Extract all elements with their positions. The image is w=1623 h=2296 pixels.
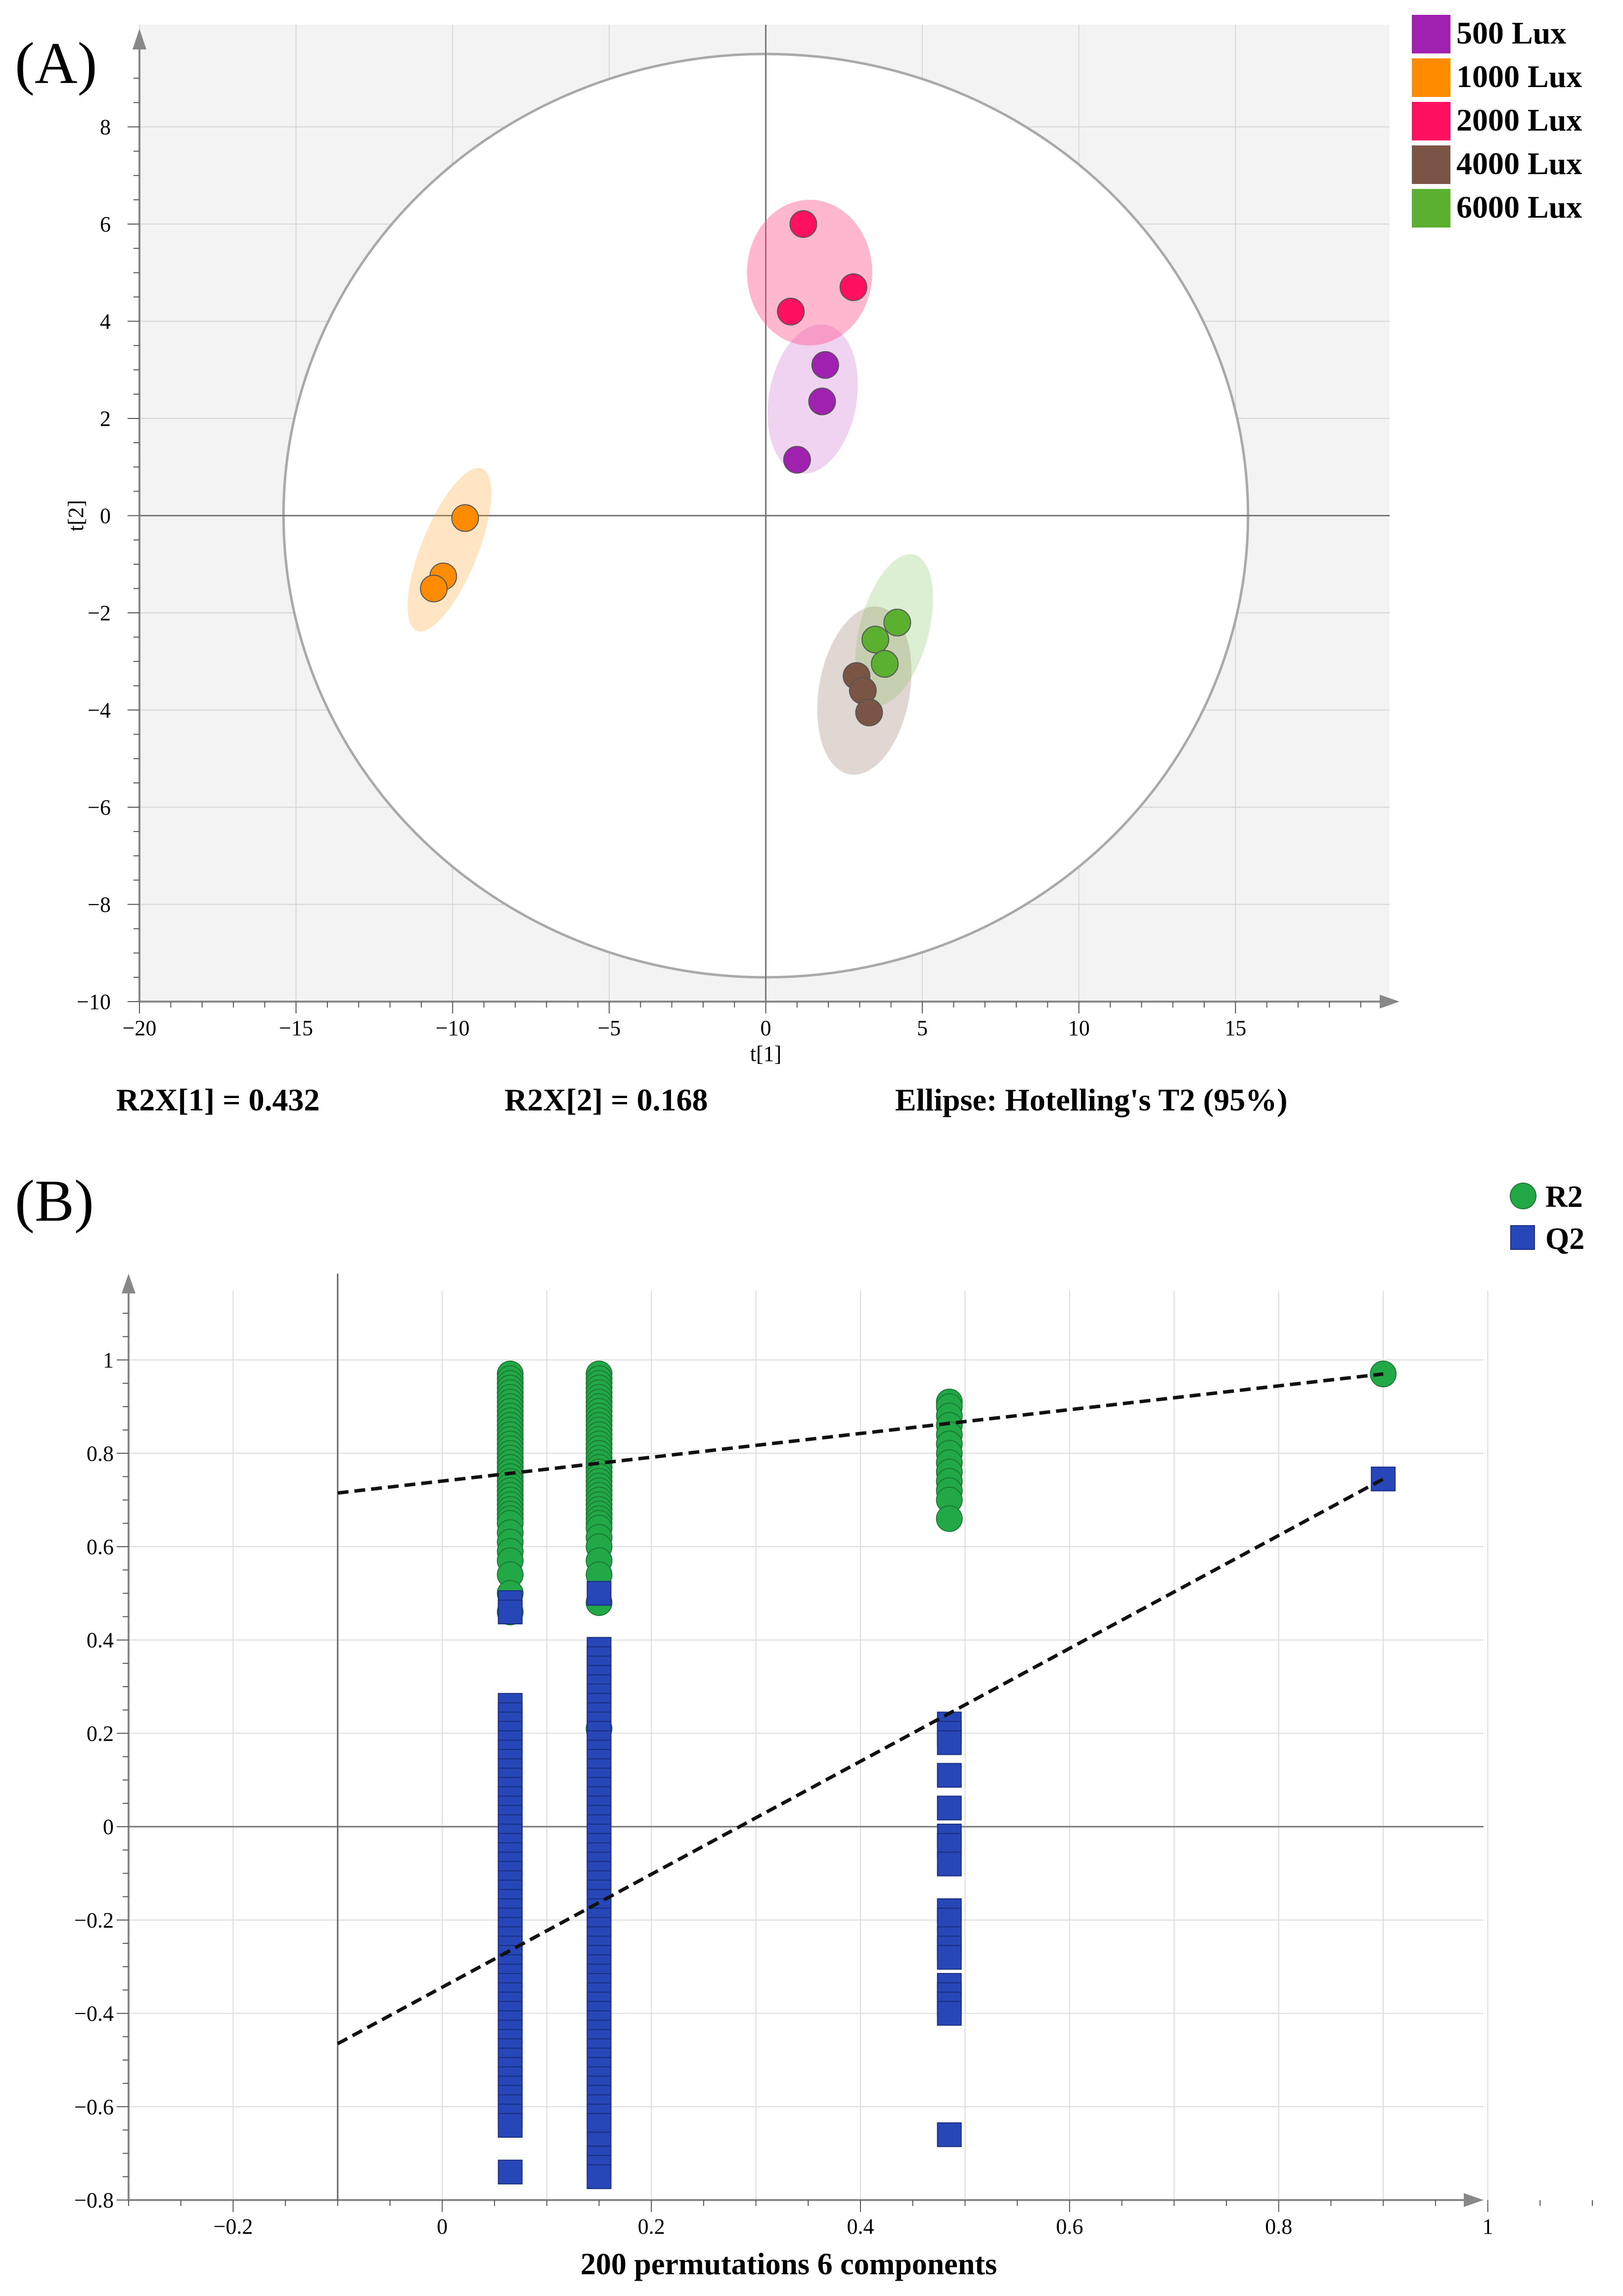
score-point-6000-lux (871, 650, 899, 678)
panel-b-y-tick-label: 0.8 (87, 1441, 114, 1466)
panel-a-footer-r2x1: R2X[1] = 0.432 (116, 1082, 320, 1117)
panel-a-y-tick-label: −6 (88, 795, 111, 820)
panel-b-x-tick-label: 0 (437, 2214, 448, 2239)
panel-b-x-tick-label: 1 (1483, 2214, 1493, 2239)
panel-a-y-tick-label: 4 (100, 310, 111, 334)
legend-label-2000-lux: 2000 Lux (1456, 102, 1582, 138)
q2-point (937, 2001, 962, 2026)
panel-b-y-tick-label: 0 (103, 1815, 114, 1839)
legend-r2-label: R2 (1545, 1180, 1583, 1214)
panel-a-y-tick-label: −4 (88, 698, 111, 723)
panel-b-y-tick-label: 0.4 (87, 1628, 114, 1653)
panel-b-x-axis-arrow (1464, 2193, 1484, 2207)
panel-b-x-tick-label: 0.8 (1265, 2214, 1292, 2239)
legend-swatch-4000-lux (1412, 145, 1450, 184)
panel-a-y-tick-label: −8 (88, 893, 111, 917)
legend-r2-marker (1510, 1183, 1536, 1209)
panel-a-y-tick-label: 0 (100, 504, 111, 528)
q2-point (497, 2113, 523, 2138)
q2-point (497, 2159, 523, 2185)
regression-line-q2 (337, 1477, 1384, 2045)
panel-a-footer-ellipse: Ellipse: Hotelling's T2 (95%) (895, 1082, 1288, 1117)
panel-a-x-tick-label: −10 (436, 1016, 470, 1040)
panel-b-x-tick-label: 0.4 (847, 2214, 874, 2239)
legend-swatch-6000-lux (1412, 189, 1450, 228)
legend-swatch-1000-lux (1412, 58, 1450, 97)
q2-point (937, 2122, 962, 2147)
panel-a-plot: −20 −15 −10 −5 0 5 10 15−10−8−6−4−202468t[1]t[2… (64, 15, 1582, 1066)
q2-point (937, 1851, 962, 1877)
panel-b-y-tick-label: 0.2 (87, 1721, 114, 1745)
panel-b-y-axis-arrow (122, 1274, 135, 1293)
score-point-2000-lux (839, 273, 867, 301)
q2-point (1371, 1467, 1396, 1492)
q2-point (937, 1763, 962, 1788)
panel-b-x-tick-label: −0.2 (214, 2214, 253, 2239)
score-point-2000-lux (777, 297, 805, 325)
panel-a-x-tick-label: 0 (761, 1016, 771, 1040)
panel-b-x-tick-label: 0.6 (1056, 2214, 1083, 2239)
panel-b-y-tick-label: 0.6 (87, 1535, 114, 1559)
q2-point (497, 1600, 523, 1625)
panel-b-y-tick-label: −0.4 (74, 2002, 114, 2026)
panel-b-y-tick-label: −0.8 (74, 2188, 114, 2212)
panel-b-x-tick-label: 0.2 (638, 2214, 665, 2239)
legend-q2-label: Q2 (1545, 1222, 1584, 1256)
panel-a-y-axis-arrow (133, 29, 146, 49)
panel-b-y-tick-label: −0.6 (74, 2095, 114, 2119)
panel-a-x-axis-arrow (1380, 995, 1399, 1009)
panel-a-y-axis-label: t[2] (64, 500, 88, 532)
panel-a-x-tick-label: −15 (279, 1016, 313, 1040)
panel-b-y-tick-label: −0.2 (74, 1908, 114, 1932)
panel-a-y-tick-label: 2 (100, 407, 111, 431)
panel-a-label: (A) (15, 30, 97, 96)
panel-a-x-tick-label: 10 (1068, 1016, 1090, 1040)
legend-label-6000-lux: 6000 Lux (1456, 189, 1582, 225)
panel-b-y-tick-label: 1 (103, 1348, 114, 1373)
panel-a-x-tick-label: −20 (123, 1016, 157, 1040)
legend-label-4000-lux: 4000 Lux (1456, 146, 1582, 181)
regression-line-r2 (337, 1372, 1384, 1495)
score-point-4000-lux (855, 698, 883, 727)
panel-a-y-tick-label: −10 (77, 990, 111, 1014)
panel-b-plot: −0.2 0 0.2 0.4 0.6 0.8 1 −0.8 −0.6 −0.4 −0.2 0 0.2 0.… (74, 1180, 1593, 2281)
score-point-500-lux (783, 446, 811, 474)
panel-a-x-axis-label: t[1] (750, 1042, 782, 1066)
q2-point (937, 1730, 962, 1755)
score-point-2000-lux (789, 210, 817, 238)
panel-a-x-tick-label: −5 (597, 1016, 621, 1040)
panel-a-x-tick-label: 5 (917, 1016, 928, 1040)
panel-b-label: (B) (15, 1168, 94, 1234)
score-point-500-lux (808, 387, 836, 415)
legend-label-500-lux: 500 Lux (1456, 15, 1566, 50)
score-point-6000-lux (861, 626, 890, 654)
legend-swatch-500-lux (1412, 15, 1450, 53)
panel-b-x-axis-label: 200 permutations 6 components (581, 2248, 997, 2281)
q2-point (586, 1581, 612, 1606)
panel-a-x-tick-label: 15 (1224, 1016, 1246, 1040)
q2-point (586, 2164, 612, 2189)
q2-point (937, 1795, 962, 1821)
panel-a-y-tick-label: 6 (100, 212, 111, 236)
q2-point (937, 1945, 962, 1970)
legend-q2-marker (1510, 1225, 1535, 1250)
score-point-1000-lux (451, 504, 479, 532)
r2-point (936, 1505, 963, 1532)
score-point-6000-lux (883, 608, 911, 637)
panel-a-footer-r2x2: R2X[2] = 0.168 (504, 1082, 708, 1117)
legend-swatch-2000-lux (1412, 102, 1450, 140)
score-point-500-lux (811, 351, 839, 379)
legend-label-1000-lux: 1000 Lux (1456, 59, 1582, 94)
panel-a-y-tick-label: 8 (100, 115, 111, 139)
score-point-1000-lux (420, 574, 448, 602)
panel-a-y-tick-label: −2 (88, 601, 111, 625)
